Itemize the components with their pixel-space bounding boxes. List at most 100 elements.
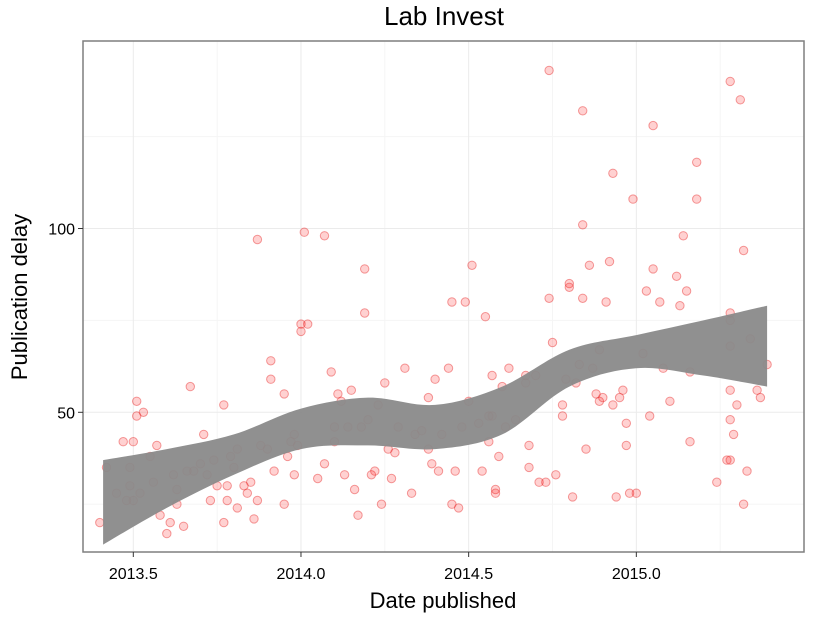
data-point [722, 455, 732, 465]
data-point [222, 495, 232, 506]
data-point [249, 514, 259, 524]
data-point [544, 65, 554, 76]
data-point [490, 488, 501, 498]
data-point [524, 462, 534, 473]
data-point [178, 521, 189, 531]
ribbon-layer [103, 305, 768, 545]
data-point [675, 301, 685, 311]
data-point [755, 392, 766, 403]
data-point [611, 492, 621, 502]
data-point [400, 363, 410, 373]
data-point [608, 400, 618, 410]
data-point [692, 157, 702, 168]
x-axis-label: Date published [370, 588, 517, 613]
data-point [152, 440, 162, 451]
data-point [289, 470, 299, 480]
data-point [299, 227, 309, 237]
data-point [645, 411, 655, 421]
data-point [303, 319, 313, 329]
data-point [557, 400, 568, 410]
data-point [326, 367, 336, 377]
data-point [162, 528, 172, 539]
data-point [665, 396, 675, 406]
data-point [219, 400, 229, 410]
data-point [252, 495, 263, 506]
data-point [601, 297, 611, 307]
x-tick-label: 2014.5 [444, 566, 493, 583]
data-point [712, 477, 722, 487]
data-point [732, 400, 742, 410]
data-point [376, 499, 387, 509]
data-point [752, 385, 762, 395]
data-point [648, 120, 658, 131]
data-point [313, 473, 323, 484]
data-point [618, 385, 628, 395]
data-point [467, 260, 477, 270]
data-point [370, 466, 380, 476]
data-point [594, 396, 605, 406]
data-point [333, 389, 343, 399]
data-point [504, 363, 514, 373]
data-point [128, 437, 139, 447]
data-point [138, 407, 149, 417]
data-point [598, 392, 608, 403]
data-point [443, 363, 454, 373]
data-point [604, 256, 615, 267]
data-point [534, 477, 544, 487]
data-point [648, 264, 658, 274]
data-point [564, 278, 574, 289]
data-point [735, 95, 745, 105]
data-point [614, 392, 625, 403]
data-point [678, 231, 688, 241]
data-point [628, 194, 638, 204]
data-point [453, 503, 464, 513]
data-point [366, 470, 377, 480]
data-point [578, 293, 588, 303]
data-point [423, 392, 434, 403]
y-axis: 50 100 [48, 221, 83, 422]
data-point [222, 481, 232, 491]
data-point [266, 374, 276, 384]
data-point [725, 455, 735, 465]
data-point [450, 466, 460, 476]
data-point [460, 297, 470, 307]
data-point [219, 517, 229, 528]
data-point [547, 337, 558, 348]
data-point [681, 286, 692, 296]
data-point [269, 466, 279, 476]
data-point [655, 297, 665, 307]
data-point [242, 488, 253, 498]
data-point [360, 264, 370, 274]
data-point [406, 488, 417, 498]
data-point [725, 415, 735, 425]
data-point [386, 473, 397, 484]
data-point [205, 495, 216, 506]
data-point [279, 389, 289, 399]
data-point [339, 470, 350, 480]
data-point [551, 470, 561, 480]
data-point [578, 106, 588, 116]
data-point [132, 411, 142, 421]
data-point [266, 356, 276, 366]
data-point [544, 293, 554, 303]
data-point [447, 499, 457, 509]
grid [83, 41, 804, 552]
y-tick-label: 50 [57, 405, 75, 422]
data-point [390, 448, 400, 458]
data-point [578, 220, 588, 230]
data-point [480, 312, 491, 322]
data-point [185, 381, 196, 392]
data-point [490, 484, 501, 495]
data-point [557, 411, 568, 421]
data-point [621, 418, 631, 428]
data-point [725, 76, 735, 87]
data-point [624, 488, 635, 498]
data-point [477, 466, 487, 476]
data-point [132, 396, 142, 406]
data-point [608, 168, 618, 179]
data-point [631, 488, 641, 498]
data-point [353, 510, 363, 520]
data-point [319, 231, 330, 241]
data-point [541, 477, 551, 487]
